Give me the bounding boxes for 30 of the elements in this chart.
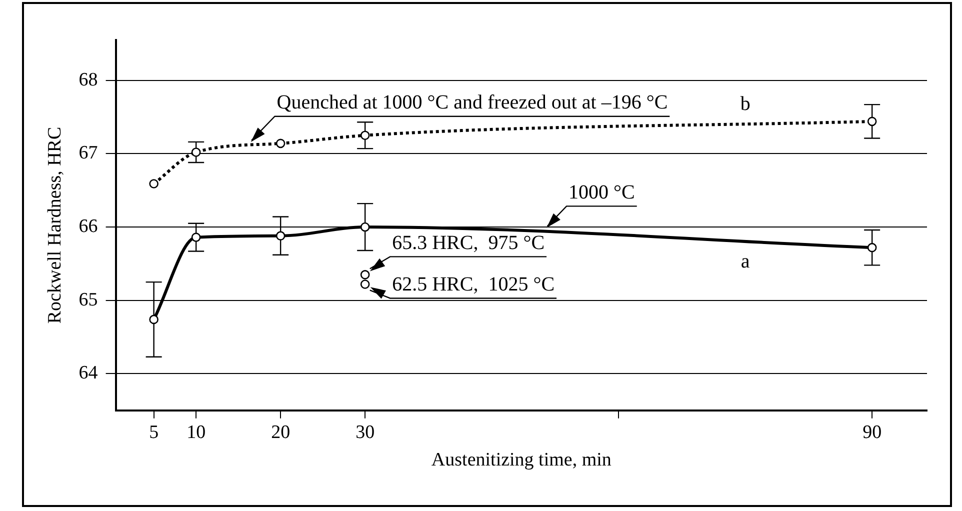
y-tick-label: 65 [78,289,98,310]
point [276,231,286,240]
x-tick-label: 90 [862,422,882,443]
point [360,270,370,280]
point [360,130,370,140]
x-tick-label: 10 [186,422,206,443]
y-tick-label: 67 [78,142,98,164]
point [149,314,158,324]
point [867,242,877,252]
annotation: Quenched at 1000 °C and freezed out at –196 °C [276,92,668,114]
y-tick-label: 64 [78,362,98,384]
annotation: 65.3 HRC, 975 °C [392,232,545,254]
x-axis-title: Austenitizing time, min [431,450,612,471]
point [360,280,370,289]
point [867,116,877,126]
y-axis-title: Rockwell Hardness, HRC [44,126,66,324]
point [149,179,158,188]
point [191,148,201,157]
y-tick-label: 66 [78,216,98,238]
annotation: 1000 °C [568,181,635,204]
point [360,222,370,232]
series-label: b [740,93,750,116]
annotation: 62.5 HRC, 1025 °C [392,273,555,296]
x-tick-label: 20 [271,422,290,443]
x-tick-label: 30 [356,422,375,443]
y-tick-label: 68 [78,69,98,90]
x-tick-label: 5 [149,422,159,443]
point [191,232,201,242]
series-label: a [740,250,750,273]
point [276,138,286,148]
